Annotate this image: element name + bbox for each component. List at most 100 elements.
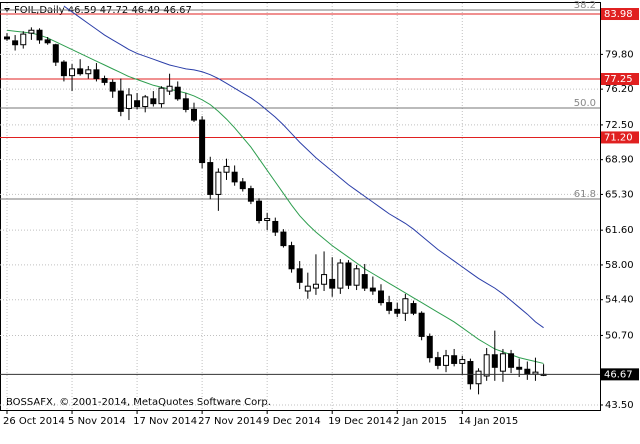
- x-tick-label: 27 Nov 2014: [198, 416, 262, 427]
- y-tick-label: 65.30: [605, 189, 634, 200]
- last-price-label: 46.67: [604, 369, 633, 380]
- candle-body: [28, 29, 35, 34]
- x-tick-label: 19 Dec 2014: [328, 416, 392, 427]
- moving-average: [63, 5, 544, 329]
- candle-body: [304, 285, 311, 292]
- candle-body: [207, 162, 214, 195]
- candle-body: [361, 274, 368, 289]
- y-tick-label: 72.50: [605, 120, 634, 131]
- candle-body: [36, 29, 43, 41]
- candle-body: [402, 298, 409, 314]
- candle-body: [44, 39, 51, 44]
- candle-body: [20, 33, 27, 46]
- candle-body: [377, 290, 384, 304]
- x-tick-label: 5 Nov 2014: [68, 416, 126, 427]
- candle-body: [150, 98, 157, 105]
- candle-body: [77, 68, 84, 75]
- candle-body: [256, 200, 263, 222]
- candle-body: [467, 361, 474, 385]
- candle-body: [443, 355, 450, 366]
- candle-body: [499, 353, 506, 372]
- candle-body: [394, 308, 401, 314]
- price-level-box: [601, 131, 639, 144]
- candle-body: [247, 188, 254, 202]
- candle-body: [85, 69, 92, 75]
- candle-body: [134, 100, 141, 108]
- x-tick-label: 17 Nov 2014: [133, 416, 197, 427]
- fib-label: 50.0: [574, 98, 596, 109]
- last-price-box: [601, 368, 639, 381]
- y-tick-label: 54.40: [605, 295, 634, 306]
- candle-body: [52, 44, 59, 63]
- candle-body: [434, 357, 441, 366]
- candle-body: [451, 355, 458, 364]
- candle-body: [321, 274, 328, 285]
- candle-body: [508, 353, 515, 368]
- candle-body: [60, 61, 67, 77]
- y-tick-label: 50.70: [605, 330, 634, 341]
- candle-body: [101, 78, 108, 83]
- candle-body: [369, 287, 376, 292]
- price-level-label: 71.20: [604, 132, 633, 143]
- candle-body: [329, 278, 336, 289]
- candle-body: [223, 165, 230, 173]
- candle-body: [353, 268, 360, 286]
- candle-body: [109, 81, 116, 92]
- candle-body: [142, 96, 149, 108]
- candle-body: [4, 36, 10, 40]
- candle-body: [491, 354, 498, 368]
- candle-body: [182, 98, 189, 110]
- candle-body: [296, 268, 303, 283]
- candle-body: [12, 40, 19, 46]
- y-tick-label: 79.80: [605, 49, 634, 60]
- candle-body: [199, 119, 206, 164]
- candle-body: [231, 171, 238, 183]
- x-tick-label: 9 Dec 2014: [263, 416, 321, 427]
- candle-body: [516, 366, 523, 370]
- candle-body: [426, 335, 433, 359]
- candle-body: [280, 231, 287, 247]
- candle-body: [125, 94, 132, 109]
- candle-body: [272, 220, 279, 233]
- y-tick-label: 76.20: [605, 84, 634, 95]
- candle-body: [93, 69, 100, 80]
- candle-body: [418, 312, 425, 337]
- candle-body: [166, 85, 173, 92]
- chart-title: FOIL,Daily 46.59 47.72 46.49 46.67: [14, 5, 192, 16]
- candle-body: [345, 262, 352, 286]
- moving-average: [6, 29, 544, 364]
- footer: BOSSAFX, © 2001-2014, MetaQuotes Softwar…: [6, 397, 271, 408]
- price-level-label: 77.25: [604, 74, 633, 85]
- fib-label: 61.8: [574, 189, 596, 200]
- price-level-box: [601, 73, 639, 86]
- candle-body: [410, 303, 417, 314]
- x-tick-label: 26 Oct 2014: [3, 416, 65, 427]
- candle-body: [69, 68, 76, 77]
- candle-body: [190, 108, 197, 121]
- price-level-box: [601, 8, 639, 21]
- y-tick-label: 58.00: [605, 260, 634, 271]
- candle-body: [483, 354, 490, 377]
- candle-body: [117, 90, 124, 112]
- candle-body: [239, 181, 246, 190]
- fib-label: 38.2: [574, 0, 596, 11]
- candle-body: [158, 87, 165, 105]
- candle-body: [264, 218, 271, 222]
- x-tick-label: 14 Jan 2015: [458, 416, 518, 427]
- candle-body: [386, 302, 393, 311]
- candle-body: [524, 368, 531, 375]
- y-tick-label: 61.60: [605, 225, 634, 236]
- candle-body: [337, 262, 344, 289]
- candle-body: [312, 283, 319, 289]
- candle-body: [532, 371, 539, 375]
- x-tick-label: 2 Jan 2015: [393, 416, 447, 427]
- candle-body: [459, 359, 466, 364]
- candle-body: [174, 86, 181, 100]
- y-tick-label: 43.50: [605, 400, 634, 411]
- candle-body: [475, 370, 482, 385]
- candle-body: [288, 245, 295, 270]
- price-level-label: 83.98: [604, 9, 633, 20]
